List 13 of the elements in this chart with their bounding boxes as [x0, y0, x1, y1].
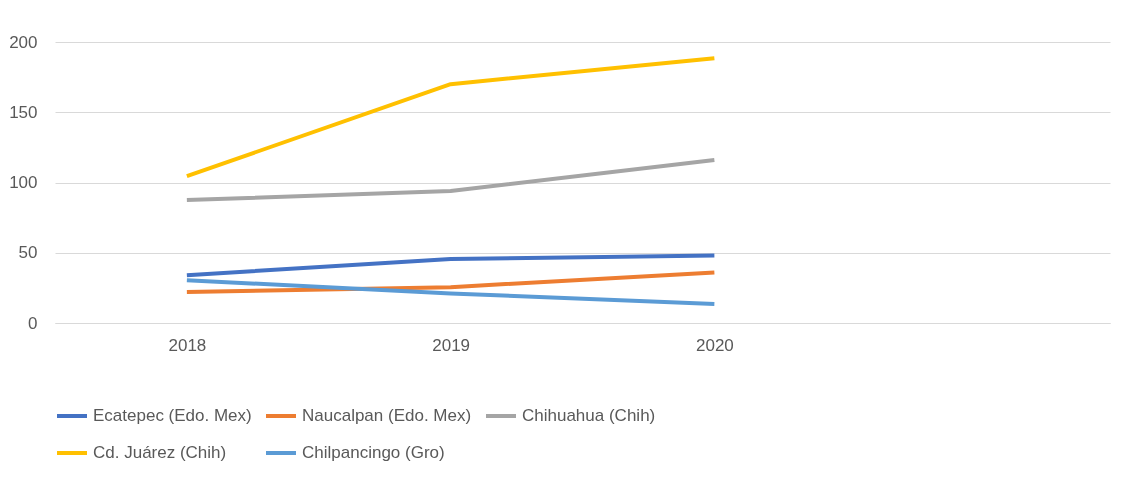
- y-tick-label: 50: [18, 243, 38, 263]
- legend-label: Ecatepec (Edo. Mex): [93, 406, 252, 425]
- y-tick-label: 200: [9, 32, 38, 52]
- legend-label: Chilpancingo (Gro): [302, 443, 445, 462]
- x-tick-label: 2020: [695, 335, 734, 355]
- legend-label: Naucalpan (Edo. Mex): [302, 406, 472, 425]
- legend-label: Cd. Juárez (Chih): [93, 443, 227, 462]
- legend-label: Chihuahua (Chih): [522, 406, 656, 425]
- x-tick-label: 2019: [432, 335, 471, 355]
- y-tick-label: 150: [9, 102, 38, 122]
- x-tick-label: 2018: [168, 335, 207, 355]
- y-tick-label: 0: [28, 313, 38, 333]
- y-tick-label: 100: [9, 173, 38, 192]
